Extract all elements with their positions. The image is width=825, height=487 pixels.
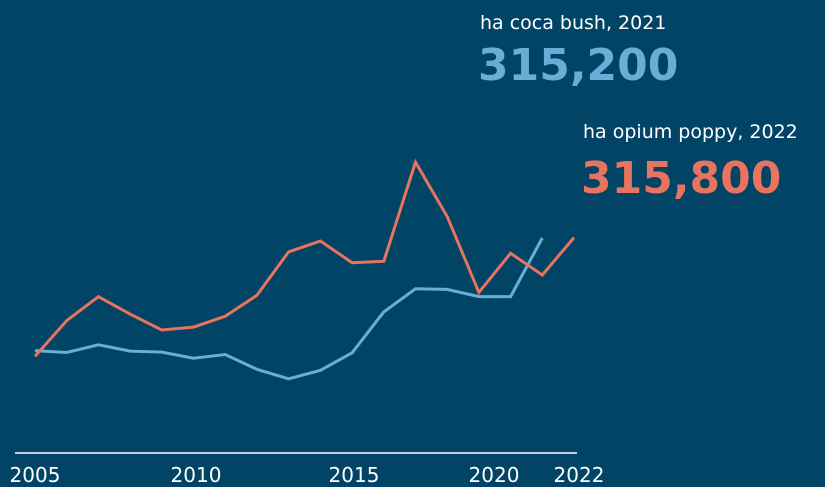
coca-annotation-label: ha coca bush, 2021 [480, 12, 666, 34]
tick-label-2005: 2005 [10, 463, 61, 487]
tick-label-2020: 2020 [469, 463, 520, 487]
series-layer [33, 158, 576, 381]
tick-label-2010: 2010 [171, 463, 222, 487]
tick-label-2015: 2015 [329, 463, 380, 487]
opium-series-line [33, 158, 576, 358]
x-axis-ticks: 2005 2010 2015 2020 2022 [10, 463, 605, 487]
opium-annotation-value: 315,800 [581, 153, 781, 204]
opium-annotation-label: ha opium poppy, 2022 [583, 121, 798, 143]
coca-series-line [34, 237, 544, 381]
tick-label-2022: 2022 [554, 463, 605, 487]
annotations: ha coca bush, 2021 315,200 ha opium popp… [478, 12, 798, 204]
coca-annotation-value: 315,200 [478, 40, 678, 91]
